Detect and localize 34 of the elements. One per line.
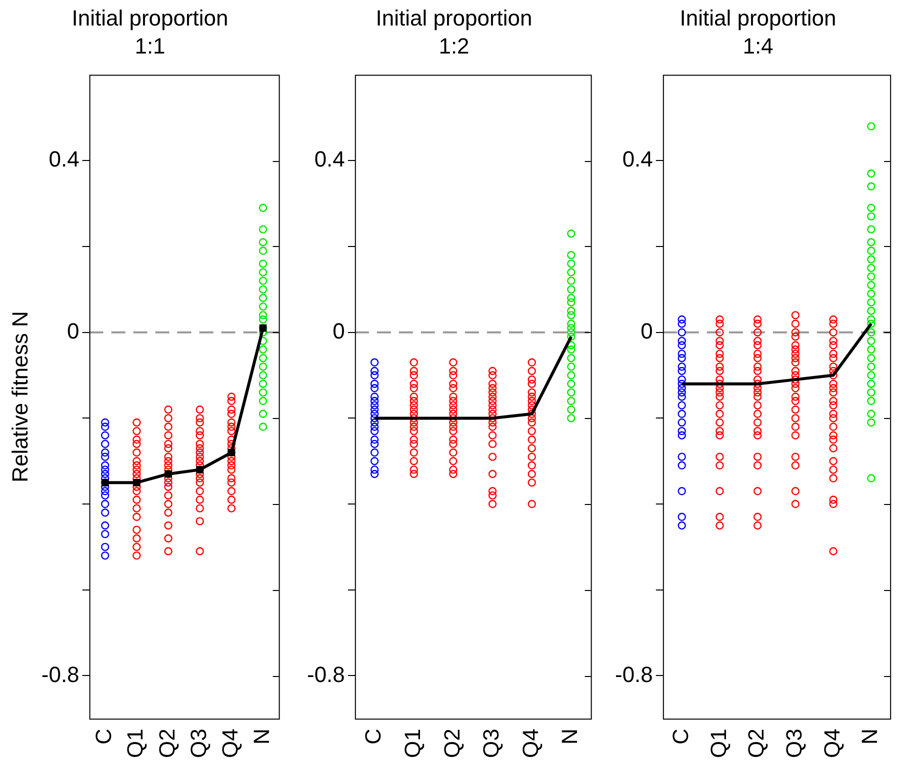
y-axis-title: Relative fitness N [7, 311, 32, 482]
chart-title: Initial proportion [72, 5, 228, 30]
y-tick-label: -0.8 [614, 662, 653, 687]
x-tick-label: C [360, 728, 386, 745]
y-tick-label: -0.8 [41, 662, 80, 687]
x-tick-label: N [857, 728, 882, 745]
y-tick-label: 0 [332, 318, 345, 344]
x-tick-label: Q4 [518, 728, 543, 758]
y-tick-label: 0.4 [314, 146, 345, 172]
x-tick-label: Q1 [706, 728, 731, 758]
x-tick-label: Q3 [478, 728, 504, 758]
chart-subtitle: 1:4 [742, 34, 774, 59]
x-tick-label: N [249, 728, 274, 745]
x-tick-label: Q2 [439, 728, 464, 758]
x-tick-label: Q4 [819, 728, 844, 758]
y-tick-label: -0.8 [306, 662, 345, 687]
chart-subtitle: 1:1 [134, 34, 166, 59]
x-tick-label: N [557, 728, 582, 745]
chart-subtitle: 1:2 [438, 34, 470, 59]
x-tick-label: C [668, 728, 693, 745]
x-tick-label: Q3 [186, 728, 211, 758]
x-tick-label: Q3 [782, 728, 806, 758]
chart-title: Initial proportion [376, 5, 532, 30]
y-tick-label: 0 [640, 318, 653, 344]
y-tick-label: 0 [67, 318, 80, 344]
y-tick-label: 0.4 [622, 146, 653, 172]
x-tick-label: Q4 [217, 728, 242, 758]
chart-title: Initial proportion [680, 5, 836, 30]
x-tick-label: Q2 [744, 728, 769, 758]
x-tick-label: Q1 [400, 728, 425, 758]
x-tick-label: Q1 [122, 728, 148, 758]
x-tick-label: Q2 [154, 728, 180, 758]
y-tick-label: 0.4 [48, 146, 80, 172]
x-tick-label: C [91, 728, 116, 745]
